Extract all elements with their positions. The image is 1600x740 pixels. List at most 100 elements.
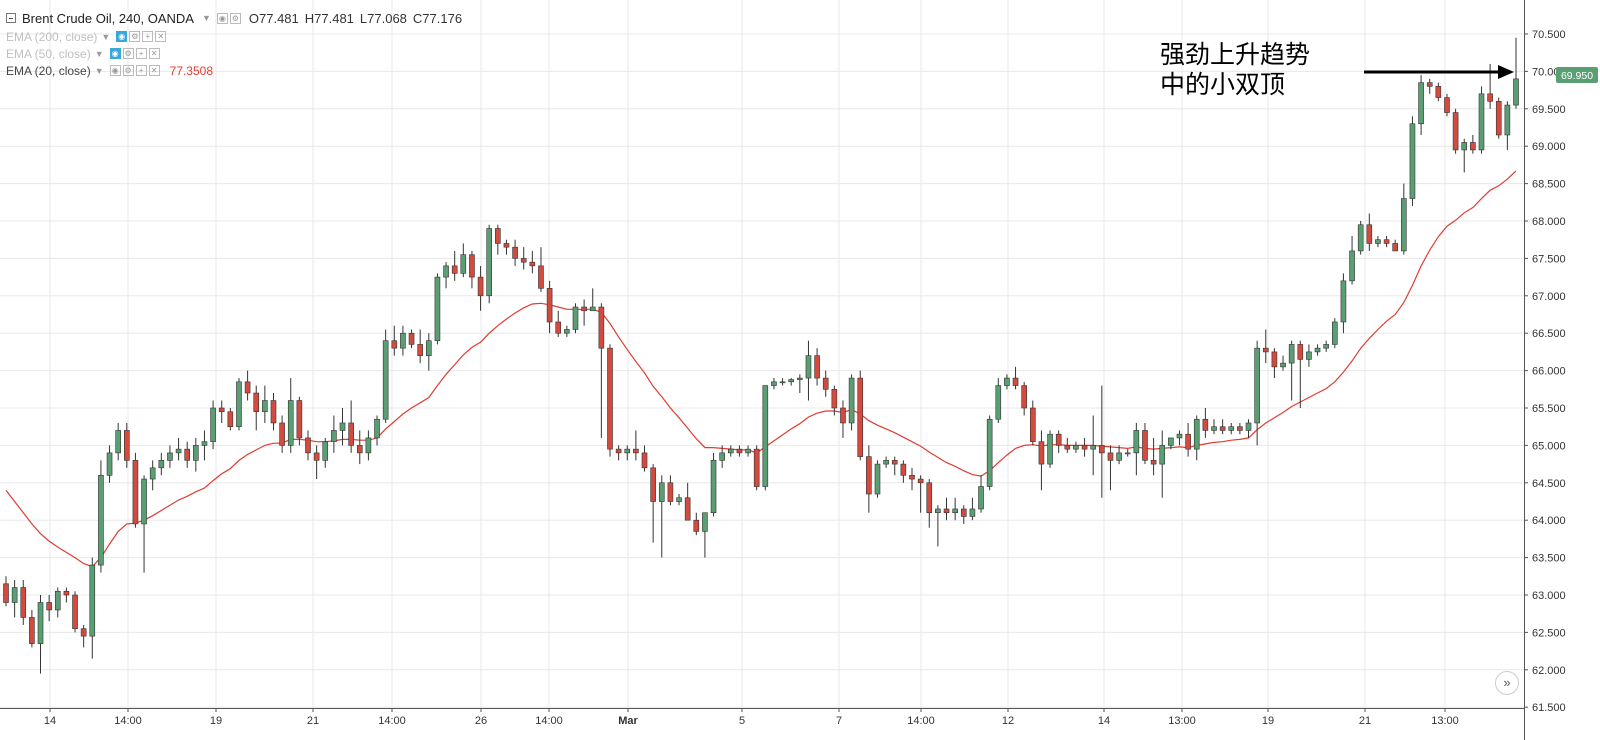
candle-up xyxy=(1401,183,1407,255)
indicator-label[interactable]: EMA (200, close) xyxy=(6,29,98,44)
candle-down xyxy=(1297,340,1304,408)
settings-icon[interactable]: ⚙ xyxy=(229,12,241,24)
candle-up xyxy=(874,460,881,498)
candle-body xyxy=(262,400,268,413)
plus-icon[interactable]: + xyxy=(135,65,147,76)
candle-down xyxy=(538,247,544,293)
candle-body xyxy=(1219,426,1226,431)
candle-body xyxy=(1099,445,1105,454)
caret-down-icon[interactable]: ▼ xyxy=(101,31,111,42)
ema-20-line xyxy=(5,170,1517,568)
candle-body xyxy=(1418,82,1424,125)
candle-body xyxy=(184,448,190,461)
candle-body xyxy=(141,478,147,525)
close-icon[interactable]: ✕ xyxy=(148,65,160,76)
candle-up xyxy=(382,329,389,423)
indicator-ema-50[interactable]: EMA (50, close) ▼ ◉ ⚙ + ✕ xyxy=(6,45,462,62)
candle-up xyxy=(201,430,208,461)
candle-down xyxy=(1452,108,1459,154)
candle-down xyxy=(244,370,251,401)
candle-body xyxy=(1133,430,1140,454)
candle-body xyxy=(434,276,441,341)
candle-up xyxy=(89,557,96,659)
plus-icon[interactable]: + xyxy=(135,48,147,59)
caret-down-icon[interactable]: ▼ xyxy=(94,48,104,59)
indicator-ema-20[interactable]: EMA (20, close) ▼ ◉ ⚙ + ✕ 77.3508 xyxy=(6,62,462,79)
x-tick-label: 26 xyxy=(475,715,487,727)
candle-up xyxy=(1375,235,1381,248)
candle-body xyxy=(1495,101,1502,136)
close-icon[interactable]: ✕ xyxy=(148,48,160,59)
settings-icon[interactable]: ⚙ xyxy=(122,48,134,59)
double-chevron-right-icon[interactable]: » xyxy=(1495,671,1519,695)
candle-up xyxy=(365,430,372,461)
y-tick-label: 69.500 xyxy=(1532,104,1566,116)
indicator-value: 77.3508 xyxy=(169,63,214,78)
caret-down-icon[interactable]: ▼ xyxy=(94,65,104,76)
plus-icon[interactable]: + xyxy=(142,31,154,42)
candle-body xyxy=(1237,426,1243,431)
eye-icon[interactable]: ◉ xyxy=(116,31,128,42)
x-tick-label: 13:00 xyxy=(1168,715,1196,727)
grid xyxy=(0,0,1524,708)
candle-body xyxy=(650,467,656,502)
indicator-label[interactable]: EMA (20, close) xyxy=(6,63,91,78)
settings-icon[interactable]: ⚙ xyxy=(129,31,141,42)
candle-up xyxy=(1124,449,1131,457)
candle-down xyxy=(1038,430,1045,491)
candle-down xyxy=(29,609,35,648)
eye-icon[interactable]: ◉ xyxy=(109,48,121,59)
candle-down xyxy=(667,475,674,506)
indicator-label[interactable]: EMA (50, close) xyxy=(6,46,91,61)
candle-body xyxy=(72,594,78,629)
eye-icon[interactable]: ◉ xyxy=(216,12,228,24)
candle-body xyxy=(857,377,864,457)
candle-body xyxy=(667,482,674,502)
y-tick-label: 68.000 xyxy=(1532,216,1566,228)
candle-down xyxy=(495,224,501,255)
candle-body xyxy=(193,445,199,461)
candle-body xyxy=(935,508,941,514)
candle-body xyxy=(1047,433,1053,465)
close-icon[interactable]: ✕ xyxy=(155,31,167,42)
candle-down xyxy=(253,385,260,431)
y-tick-label: 66.500 xyxy=(1532,328,1566,340)
candle-down xyxy=(313,445,320,480)
y-tick-label: 64.500 xyxy=(1532,478,1566,490)
candle-down xyxy=(857,370,864,461)
candle-up xyxy=(1513,37,1519,109)
candle-up xyxy=(37,595,44,674)
settings-icon[interactable]: ⚙ xyxy=(122,65,134,76)
eye-icon[interactable]: ◉ xyxy=(109,65,121,76)
candle-up xyxy=(771,378,777,390)
candle-down xyxy=(72,591,78,633)
candle-body xyxy=(1254,347,1260,424)
indicator-ema-200[interactable]: EMA (200, close) ▼ ◉ ⚙ + ✕ xyxy=(6,28,462,45)
candle-down xyxy=(512,239,518,266)
ohlc-close: C77.176 xyxy=(412,10,463,26)
candle-down xyxy=(503,239,510,255)
candle-body xyxy=(46,602,52,611)
candle-body xyxy=(1288,344,1295,364)
candle-body xyxy=(788,379,795,383)
caret-down-icon[interactable]: ▼ xyxy=(201,13,211,23)
collapse-icon[interactable] xyxy=(6,13,16,23)
candle-body xyxy=(986,418,993,487)
candle-body xyxy=(425,340,432,356)
candle-up xyxy=(1280,355,1286,371)
candle-down xyxy=(943,497,950,521)
candle-up xyxy=(702,512,708,558)
candle-down xyxy=(814,348,820,386)
candle-body xyxy=(952,508,958,514)
y-tick-label: 62.500 xyxy=(1532,627,1566,639)
candle-up xyxy=(1418,75,1424,135)
candle-up xyxy=(262,385,268,423)
candle-body xyxy=(149,467,156,480)
candle-up xyxy=(1478,86,1485,154)
candle-body xyxy=(589,306,596,312)
candle-body xyxy=(331,430,337,442)
candle-up xyxy=(1168,437,1174,450)
symbol-title[interactable]: Brent Crude Oil, 240, OANDA xyxy=(22,10,194,26)
candle-body xyxy=(80,628,87,637)
